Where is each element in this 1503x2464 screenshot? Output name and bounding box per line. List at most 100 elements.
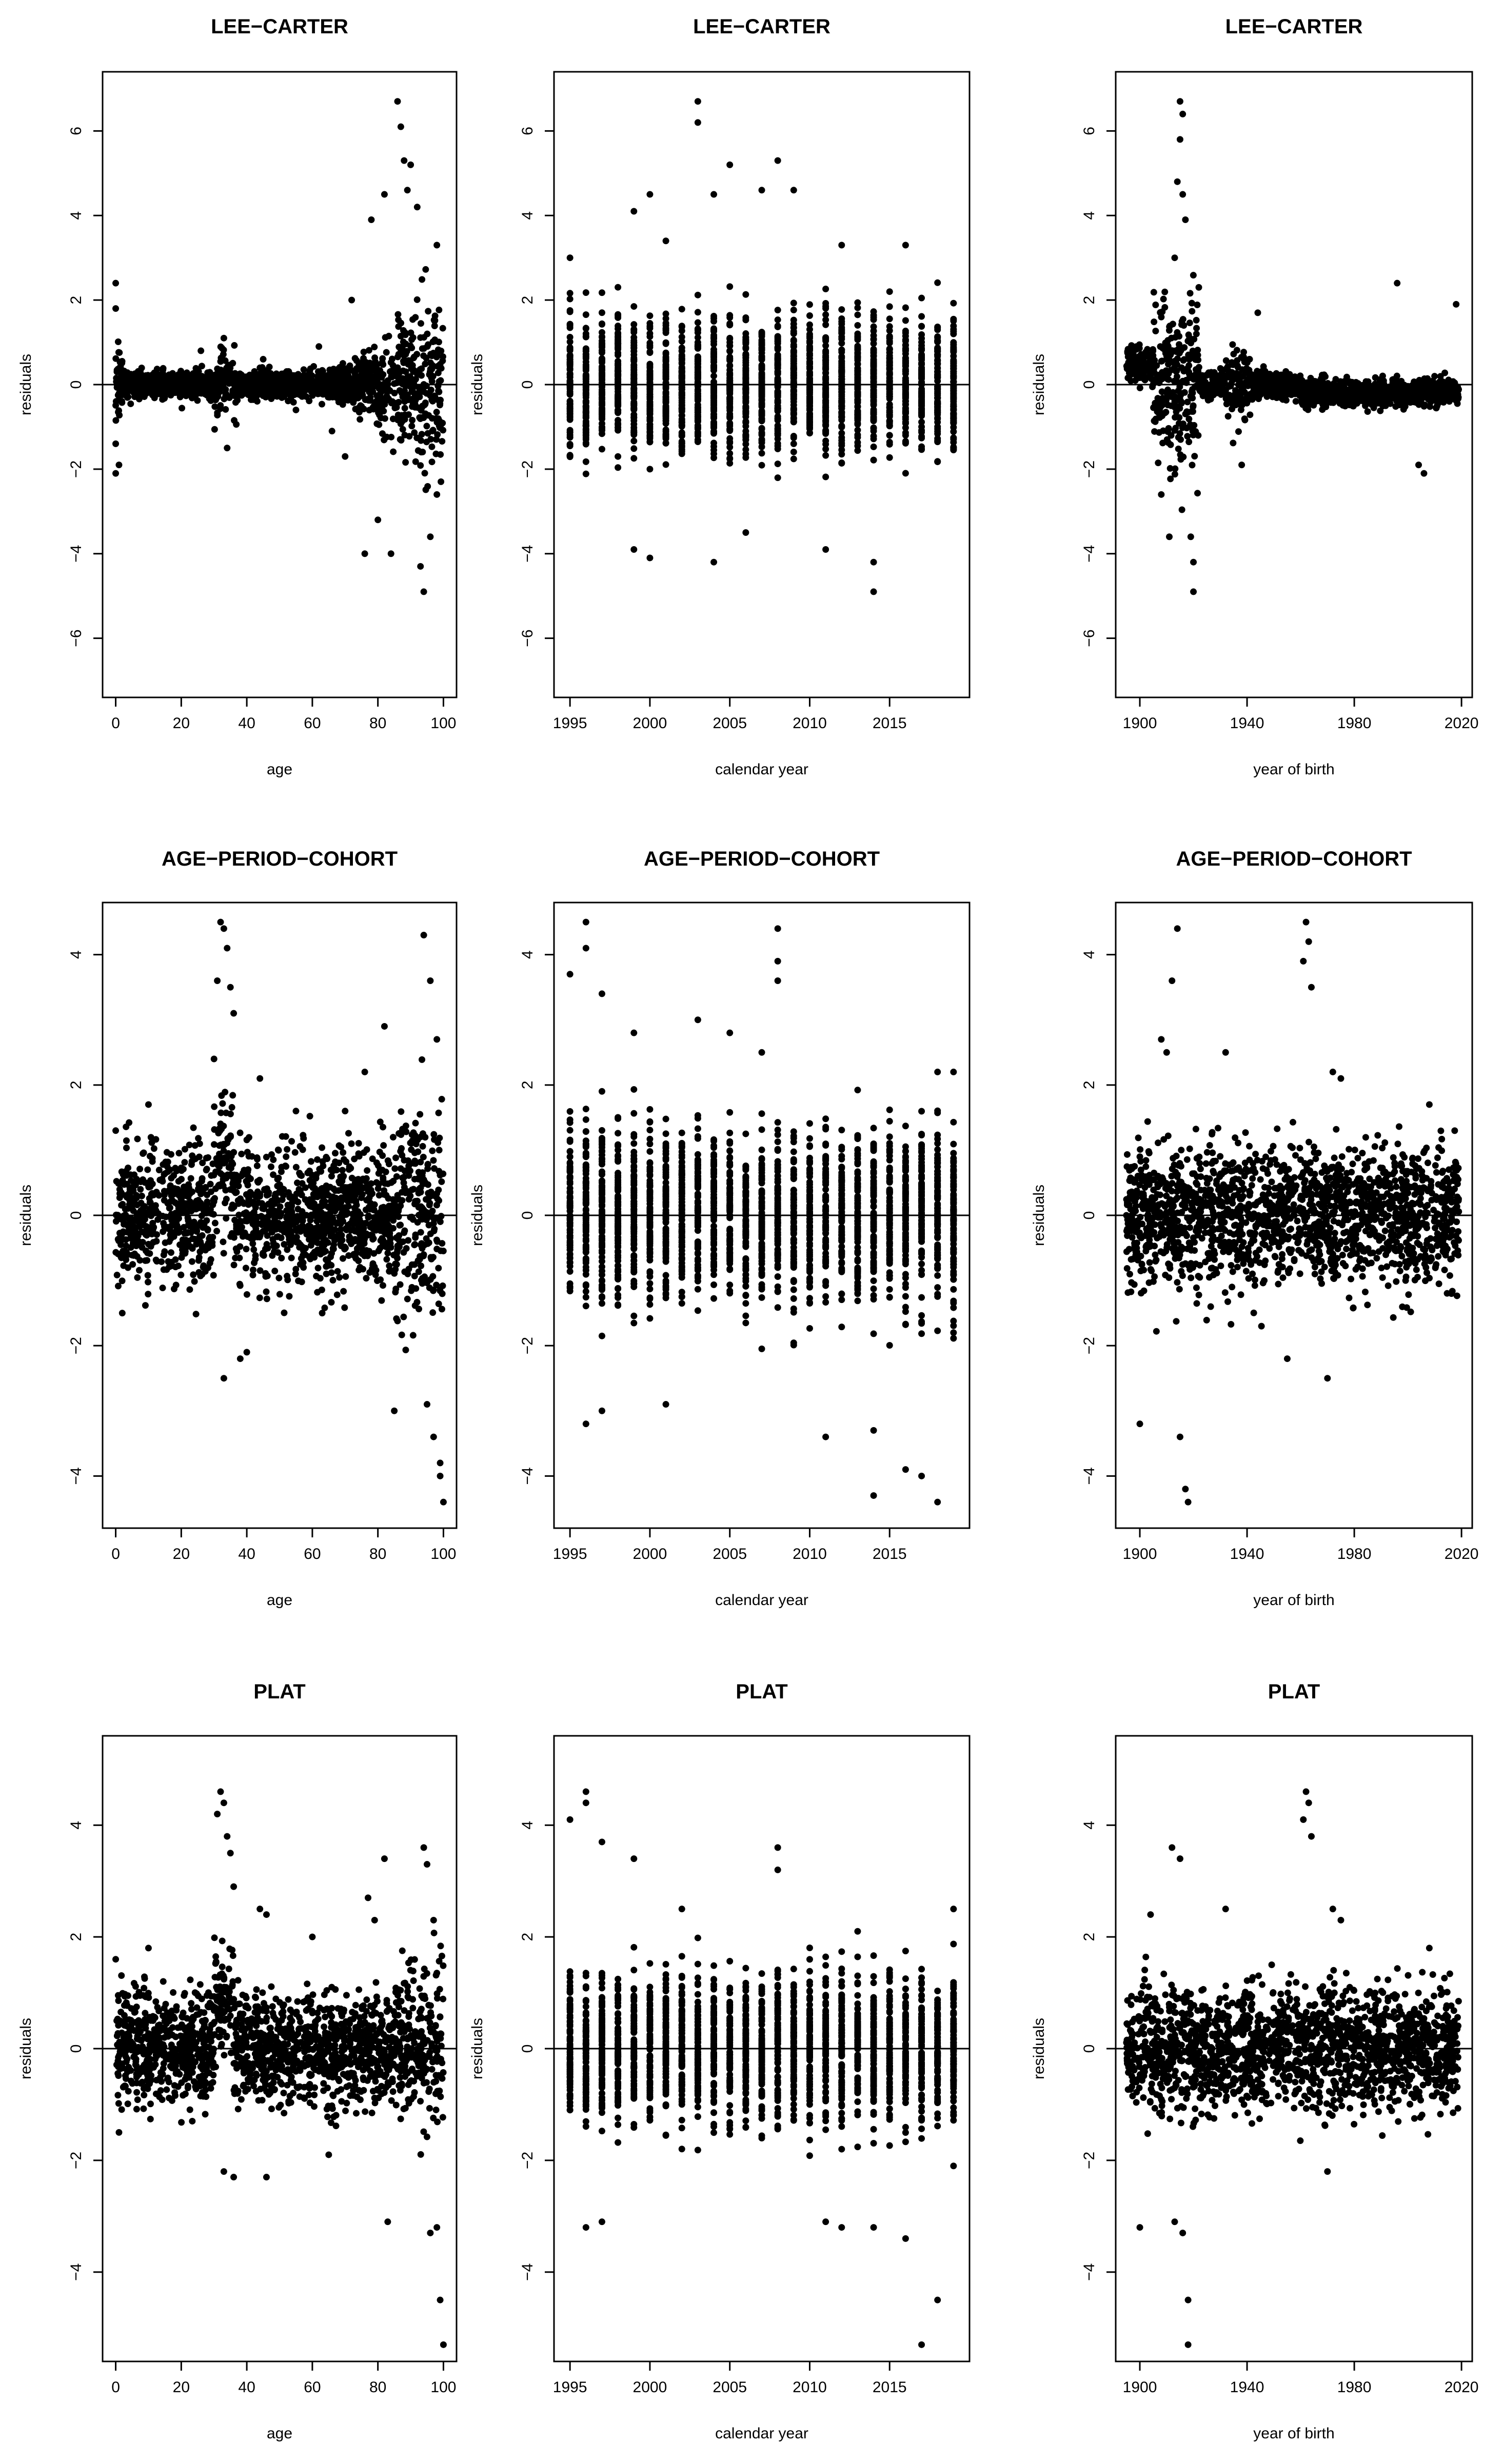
scatter-point	[1235, 428, 1242, 435]
scatter-point	[387, 368, 394, 375]
scatter-point	[582, 358, 589, 366]
scatter-point	[292, 406, 300, 413]
scatter-point	[437, 451, 444, 458]
scatter-point	[435, 338, 442, 346]
scatter-point	[822, 473, 829, 480]
scatter-point	[364, 381, 371, 388]
scatter-point	[421, 402, 428, 409]
y-tick-label: −4	[519, 545, 536, 563]
scatter-point	[918, 400, 925, 407]
scatter-point	[346, 362, 353, 369]
scatter-point	[758, 366, 765, 373]
scatter-point	[934, 348, 941, 355]
x-tick-label: 60	[304, 715, 321, 732]
scatter-point	[411, 429, 418, 436]
scatter-point	[854, 336, 861, 343]
scatter-point	[694, 344, 701, 351]
scatter-point	[630, 455, 638, 462]
scatter-point	[113, 384, 121, 391]
scatter-point	[710, 398, 718, 406]
scatter-point	[678, 306, 685, 313]
scatter-point	[222, 406, 229, 413]
scatter-point	[646, 466, 654, 473]
scatter-point	[290, 398, 297, 406]
scatter-point	[598, 289, 605, 296]
scatter-point	[381, 191, 388, 198]
scatter-point	[822, 356, 829, 364]
scatter-point	[319, 385, 326, 392]
y-axis-label: residuals	[1031, 354, 1047, 415]
scatter-point	[742, 418, 749, 426]
scatter-point	[822, 546, 829, 553]
scatter-point	[439, 357, 446, 365]
scatter-point	[428, 443, 436, 450]
y-tick-label: 6	[68, 127, 85, 135]
scatter-point	[582, 403, 589, 410]
scatter-point	[303, 393, 310, 400]
scatter-point	[694, 327, 701, 334]
scatter-point	[345, 395, 352, 402]
scatter-point	[402, 368, 409, 375]
scatter-point	[213, 394, 220, 402]
scatter-point	[371, 344, 378, 351]
scatter-point	[630, 321, 638, 328]
scatter-point	[646, 342, 654, 349]
scatter-point	[678, 344, 685, 351]
scatter-point	[124, 389, 131, 396]
scatter-point	[646, 376, 654, 383]
scatter-point	[407, 161, 414, 168]
scatter-point	[404, 187, 411, 194]
scatter-point	[838, 397, 845, 404]
scatter-point	[374, 384, 382, 391]
scatter-point	[870, 367, 877, 374]
scatter-point	[395, 344, 403, 351]
scatter-point	[790, 372, 797, 379]
scatter-point	[662, 408, 669, 415]
scatter-point	[268, 395, 275, 403]
scatter-point	[902, 395, 909, 402]
scatter-point	[1193, 316, 1200, 324]
scatter-point	[1160, 295, 1167, 303]
scatter-point	[235, 389, 243, 396]
scatter-point	[902, 439, 909, 447]
scatter-point	[678, 323, 685, 330]
scatter-point	[417, 415, 424, 422]
scatter-point	[198, 363, 205, 370]
scatter-point	[350, 394, 358, 401]
scatter-point	[950, 299, 957, 307]
scatter-point	[742, 291, 749, 298]
scatter-point	[566, 371, 573, 378]
scatter-point	[742, 529, 749, 536]
scatter-point	[646, 386, 654, 393]
scatter-point	[374, 375, 382, 382]
scatter-point	[758, 462, 765, 469]
scatter-point	[950, 406, 957, 413]
scatter-point	[437, 396, 444, 404]
scatter-point	[662, 420, 669, 427]
scatter-point	[247, 388, 254, 395]
scatter-point	[566, 401, 573, 408]
scatter-point	[427, 359, 434, 367]
y-tick-label: 2	[68, 296, 85, 305]
scatter-point	[566, 290, 573, 297]
scatter-point	[433, 242, 441, 249]
scatter-point	[252, 378, 259, 386]
scatter-point	[433, 409, 440, 416]
scatter-point	[742, 372, 749, 379]
scatter-point	[806, 394, 813, 401]
scatter-point	[423, 423, 430, 430]
scatter-point	[646, 425, 654, 432]
scatter-point	[710, 392, 718, 399]
scatter-point	[1230, 439, 1237, 447]
scatter-point	[790, 187, 797, 194]
scatter-point	[348, 296, 355, 304]
scatter-point	[726, 314, 734, 321]
scatter-point	[224, 445, 231, 452]
scatter-point	[131, 370, 139, 377]
scatter-point	[412, 394, 420, 402]
scatter-point	[822, 452, 829, 459]
scatter-point	[774, 389, 781, 396]
scatter-point	[822, 337, 829, 345]
scatter-point	[950, 362, 957, 369]
scatter-point	[427, 351, 434, 358]
